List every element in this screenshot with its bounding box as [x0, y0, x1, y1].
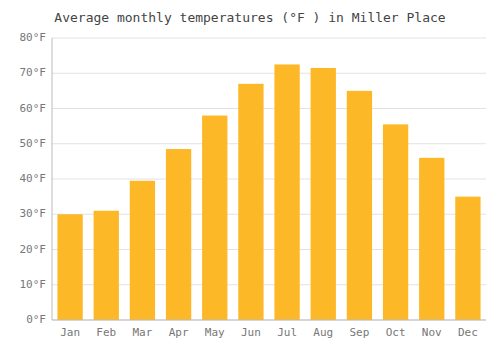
- y-tick-label: 60°F: [20, 102, 47, 115]
- bar: [274, 64, 299, 320]
- chart: 0°F 10°F 20°F 30°F 40°F 50°F 60°F 70°F 80°F Jan Fe…: [0, 0, 500, 350]
- y-axis-line: [52, 38, 53, 320]
- bar: [311, 68, 336, 320]
- bar: [202, 116, 227, 320]
- x-tick-label: May: [205, 326, 225, 339]
- y-tick-label: 70°F: [20, 66, 47, 79]
- bar: [238, 84, 263, 320]
- x-tick-label: Jan: [60, 326, 80, 339]
- grid-line: [52, 73, 486, 74]
- x-tick-label: Mar: [132, 326, 152, 339]
- y-tick-label: 80°F: [20, 31, 47, 44]
- bar: [347, 91, 372, 320]
- bar: [419, 158, 444, 320]
- x-tick-label: Aug: [313, 326, 333, 339]
- x-tick-label: Apr: [169, 326, 189, 339]
- bar: [166, 149, 191, 320]
- x-axis-line: [52, 320, 486, 321]
- x-tick-label: Jul: [277, 326, 297, 339]
- bar: [455, 197, 480, 320]
- chart-container: 0°F 10°F 20°F 30°F 40°F 50°F 60°F 70°F 80°F Jan Fe…: [0, 0, 500, 350]
- y-tick-label: 20°F: [20, 243, 47, 256]
- x-tick-label: Oct: [386, 326, 406, 339]
- grid: [52, 38, 486, 320]
- x-tick-label: Dec: [458, 326, 478, 339]
- grid-line: [52, 320, 486, 321]
- title: Average monthly temperatures (°F ) in Mi…: [54, 10, 446, 25]
- y-tick-label: 10°F: [20, 278, 47, 291]
- bar: [94, 211, 119, 320]
- bars: [57, 64, 480, 320]
- x-tick-label: Sep: [349, 326, 369, 339]
- grid-line: [52, 38, 486, 39]
- x-tick-label: Nov: [422, 326, 442, 339]
- bar: [383, 124, 408, 320]
- x-tick-label: Jun: [241, 326, 261, 339]
- x-tick-label: Feb: [96, 326, 116, 339]
- bar: [130, 181, 155, 320]
- bar: [57, 214, 82, 320]
- y-tick-label: 50°F: [20, 137, 47, 150]
- grid-line: [52, 143, 486, 144]
- y-tick-label: 40°F: [20, 172, 47, 185]
- y-tick-label: 0°F: [26, 313, 46, 326]
- y-tick-label: 30°F: [20, 207, 47, 220]
- grid-line: [52, 108, 486, 109]
